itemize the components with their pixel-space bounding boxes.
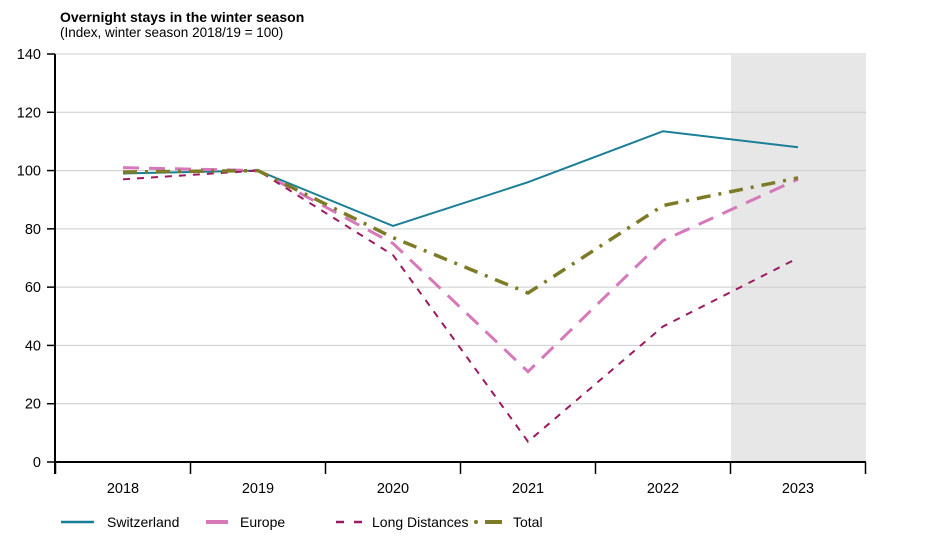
chart-legend: Switzerland Europe Long Distances Total bbox=[0, 511, 930, 537]
legend-item-total: Total bbox=[472, 511, 543, 533]
legend-swatch-europe-icon bbox=[206, 520, 228, 524]
chart-title: Overnight stays in the winter season bbox=[60, 9, 305, 25]
legend-label-europe: Europe bbox=[240, 514, 286, 530]
svg-text:20: 20 bbox=[25, 397, 41, 413]
legend-swatch-long-distances-icon bbox=[336, 520, 362, 524]
legend-label-switzerland: Switzerland bbox=[107, 514, 180, 530]
legend-item-long-distances: Long Distances bbox=[335, 511, 469, 533]
legend-label-total: Total bbox=[513, 514, 543, 530]
chart-svg: 0 20 40 60 80 100 120 140 2018 2019 2020 2021 2022 20… bbox=[17, 47, 867, 497]
svg-text:2018: 2018 bbox=[107, 481, 139, 497]
svg-text:120: 120 bbox=[17, 105, 41, 121]
svg-text:2023: 2023 bbox=[782, 481, 814, 497]
chart-subtitle: (Index, winter season 2018/19 = 100) bbox=[60, 25, 284, 40]
svg-text:2020: 2020 bbox=[377, 481, 409, 497]
legend-label-long-distances: Long Distances bbox=[372, 514, 469, 530]
svg-text:100: 100 bbox=[17, 164, 41, 180]
legend-swatch-total-icon bbox=[474, 520, 502, 524]
svg-text:2019: 2019 bbox=[242, 481, 274, 497]
svg-text:40: 40 bbox=[25, 338, 41, 354]
svg-text:2022: 2022 bbox=[647, 481, 679, 497]
svg-text:0: 0 bbox=[33, 455, 41, 471]
svg-text:60: 60 bbox=[25, 280, 41, 296]
svg-text:80: 80 bbox=[25, 222, 41, 238]
svg-text:140: 140 bbox=[17, 47, 41, 63]
svg-text:2021: 2021 bbox=[512, 481, 544, 497]
legend-item-europe: Europe bbox=[203, 511, 285, 533]
title-block: Overnight stays in the winter season (In… bbox=[60, 9, 304, 41]
legend-item-switzerland: Switzerland bbox=[60, 511, 179, 533]
legend-swatch-switzerland-icon bbox=[61, 520, 94, 524]
